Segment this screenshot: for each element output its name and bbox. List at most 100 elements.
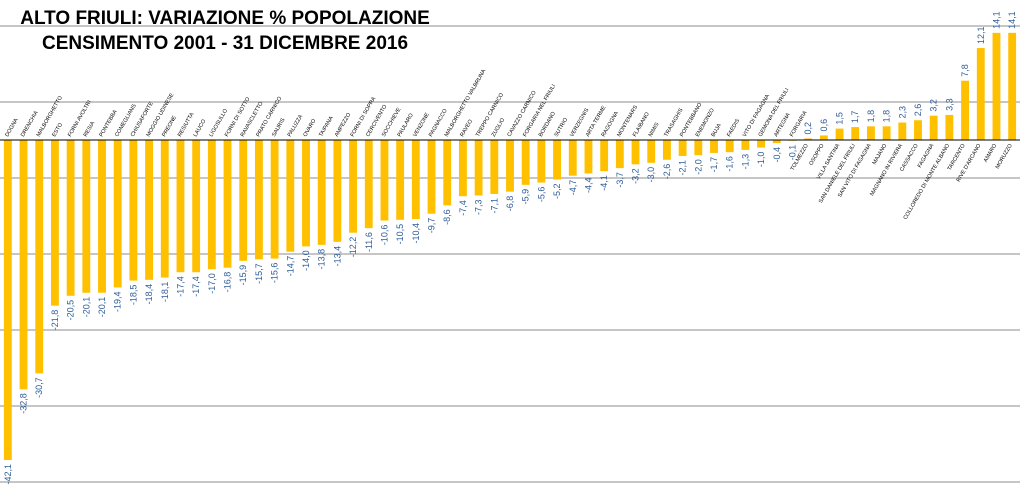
bar	[145, 140, 153, 280]
category-label: PREONE	[161, 115, 178, 138]
data-label: -21,8	[50, 310, 60, 331]
bar	[113, 140, 122, 288]
bar	[317, 140, 326, 245]
bar	[459, 140, 467, 197]
data-label: -1,7	[709, 157, 719, 173]
bar	[35, 140, 44, 374]
gridlines	[0, 25, 1020, 483]
bar	[490, 140, 499, 194]
bar	[741, 140, 750, 150]
data-label: -17,0	[207, 273, 217, 294]
category-label: TAIPANA	[318, 115, 335, 138]
bar	[914, 120, 922, 140]
category-label: RESIA	[83, 120, 97, 138]
bar	[757, 140, 765, 148]
data-label: -2,6	[662, 164, 672, 180]
bar	[66, 140, 75, 296]
data-label: -16,8	[223, 272, 233, 293]
bar	[129, 140, 138, 281]
data-label: -12,2	[348, 237, 358, 258]
data-label: 3,3	[944, 98, 954, 111]
bar	[976, 48, 985, 140]
data-label: 3,2	[929, 99, 939, 112]
bar	[663, 140, 671, 160]
data-label: 1,8	[866, 110, 876, 123]
data-label: -11,6	[364, 232, 374, 252]
bar	[615, 140, 624, 169]
category-label: AMARO	[983, 142, 999, 163]
data-label: 14,1	[1007, 11, 1017, 29]
data-label: 12,1	[976, 27, 986, 45]
data-label: 7,8	[960, 64, 970, 77]
data-label: -5,6	[536, 187, 546, 203]
bar	[819, 135, 828, 140]
bar	[302, 140, 310, 247]
bar	[98, 140, 106, 293]
bar	[631, 140, 640, 165]
data-label: -13,4	[332, 246, 342, 267]
data-label: -17,4	[191, 276, 201, 297]
data-label: 2,3	[897, 106, 907, 119]
chart-subtitle: CENSIMENTO 2001 - 31 DICEMBRE 2016	[41, 33, 409, 54]
data-label: -6,8	[505, 196, 515, 212]
data-label: 1,7	[850, 111, 860, 124]
bar	[364, 140, 373, 229]
data-label: -18,5	[128, 285, 138, 306]
bar	[772, 140, 781, 144]
bar	[255, 140, 263, 260]
data-label: -10,6	[379, 225, 389, 246]
category-label: VITO DI FAGAGNA	[742, 93, 771, 138]
data-label: -3,2	[631, 168, 641, 184]
data-labels-group: -42,1 -32,8 -30,7 -21,8 -20,5 -20,1 -20,1 -19,4…	[3, 11, 1017, 484]
data-label: 1,5	[835, 112, 845, 125]
data-label: -30,7	[34, 377, 44, 398]
data-label: -7,3	[474, 199, 484, 215]
data-label: -1,6	[725, 156, 735, 172]
data-label: -14,7	[285, 256, 295, 277]
bar	[207, 140, 216, 270]
bar	[600, 140, 609, 172]
bar	[882, 126, 891, 140]
bar	[537, 140, 546, 183]
bar	[160, 140, 169, 278]
data-label: -4,1	[599, 175, 609, 191]
bar	[804, 138, 813, 140]
bar	[521, 140, 530, 185]
bar	[1008, 32, 1017, 141]
category-label: MAJANO	[872, 142, 889, 165]
data-label: 1,8	[882, 110, 892, 123]
bar	[380, 140, 389, 221]
bar	[945, 114, 954, 140]
data-label: -4,7	[568, 180, 578, 196]
category-label: ZUGLIO	[491, 117, 507, 138]
data-label: -5,2	[552, 184, 562, 200]
category-label: SUTRIO	[554, 116, 570, 138]
data-label: -42,1	[3, 464, 13, 485]
data-label: -7,1	[489, 198, 499, 214]
data-label: -15,9	[238, 265, 248, 286]
chart-title-block: ALTO FRIULI: VARIAZIONE % POPOLAZIONE CE…	[0, 6, 450, 56]
bar	[223, 140, 232, 268]
bar	[474, 140, 483, 196]
bar	[898, 122, 907, 140]
category-label: TREPPO CARNICO	[475, 92, 505, 138]
category-label: DOGNA	[4, 117, 19, 138]
category-label: RAVEO	[459, 118, 474, 138]
bar	[176, 140, 185, 273]
data-label: -8,6	[442, 209, 452, 225]
category-label: LAUCO	[193, 118, 208, 138]
data-label: -7,4	[458, 200, 468, 216]
data-label: -17,4	[175, 276, 185, 297]
data-label: -1,0	[756, 152, 766, 168]
data-label: -15,6	[270, 263, 280, 284]
bar	[568, 140, 577, 176]
data-label: 14,1	[991, 11, 1001, 29]
bar	[51, 140, 59, 306]
data-label: -1,3	[740, 154, 750, 170]
category-label: SAURIS	[271, 117, 287, 138]
bar	[286, 140, 295, 252]
category-label: BUJA	[711, 123, 723, 138]
data-label: 0,6	[819, 119, 829, 132]
data-label: -2,1	[678, 160, 688, 176]
